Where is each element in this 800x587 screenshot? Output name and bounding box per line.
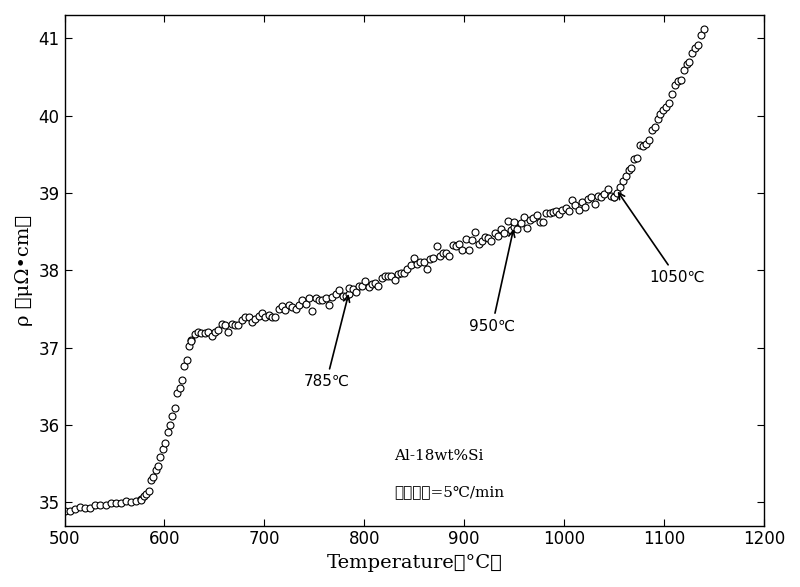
Y-axis label: ρ （μΩ•cm）: ρ （μΩ•cm） bbox=[15, 215, 33, 326]
Text: 785℃: 785℃ bbox=[303, 296, 350, 389]
Text: 950℃: 950℃ bbox=[469, 231, 515, 333]
Text: Al-18wt%Si: Al-18wt%Si bbox=[394, 449, 484, 463]
X-axis label: Temperature（°C）: Temperature（°C） bbox=[326, 554, 502, 572]
Text: 1050℃: 1050℃ bbox=[618, 193, 705, 285]
Text: 升温速率=5℃/min: 升温速率=5℃/min bbox=[394, 485, 504, 499]
